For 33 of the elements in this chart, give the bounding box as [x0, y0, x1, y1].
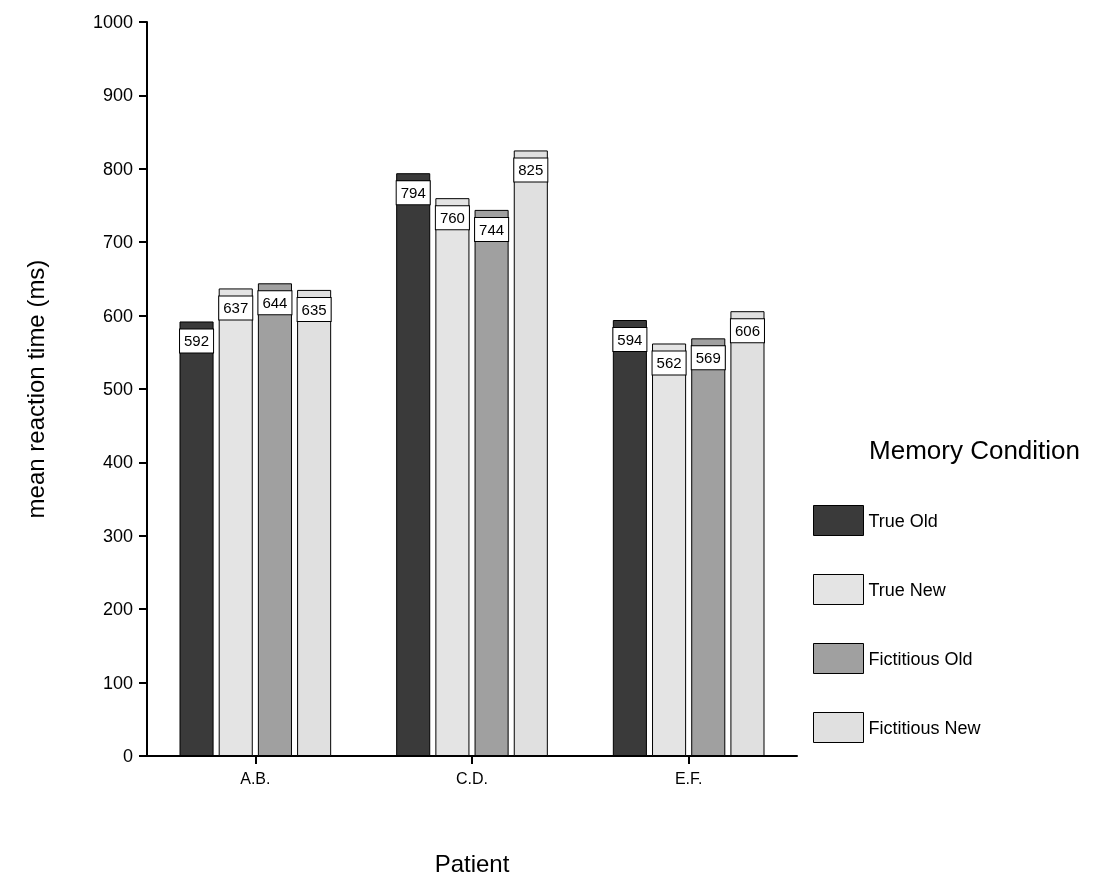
data-label: 569 [695, 349, 721, 367]
y-tick-label: 900 [102, 85, 133, 106]
data-label: 606 [734, 322, 760, 340]
legend-label: Fictitious New [868, 717, 982, 738]
y-tick-label: 400 [102, 452, 133, 473]
x-tick-label: A.B. [240, 769, 271, 787]
y-tick-label: 200 [102, 599, 133, 620]
y-tick-label: 700 [102, 232, 133, 253]
y-axis-title: mean reaction time (ms) [21, 259, 49, 519]
data-label: 637 [223, 299, 249, 317]
y-tick-label: 800 [102, 158, 133, 179]
legend-title: Memory Condition [869, 435, 1081, 465]
data-label: 635 [301, 300, 327, 318]
data-label: 825 [518, 161, 544, 179]
legend-label: Fictitious Old [868, 648, 973, 669]
data-label: 760 [439, 209, 465, 227]
y-tick-label: 100 [102, 672, 133, 693]
data-label: 644 [262, 294, 288, 312]
data-label: 594 [617, 331, 643, 348]
y-tick-label: 1000 [92, 12, 133, 32]
y-tick-label: 600 [102, 305, 133, 326]
data-label: 794 [400, 184, 426, 202]
legend-label: True Old [868, 510, 938, 531]
y-tick-label: 500 [102, 379, 133, 399]
x-axis-title: Patient [434, 849, 510, 877]
x-tick-label: E.F. [674, 769, 703, 787]
x-tick-label: C.D. [456, 769, 488, 787]
legend-label: True New [868, 579, 947, 600]
data-label: 562 [656, 354, 682, 372]
y-tick-label: 0 [122, 746, 133, 766]
y-tick-label: 300 [102, 525, 133, 546]
data-label: 744 [479, 220, 505, 238]
data-label: 592 [184, 332, 210, 350]
